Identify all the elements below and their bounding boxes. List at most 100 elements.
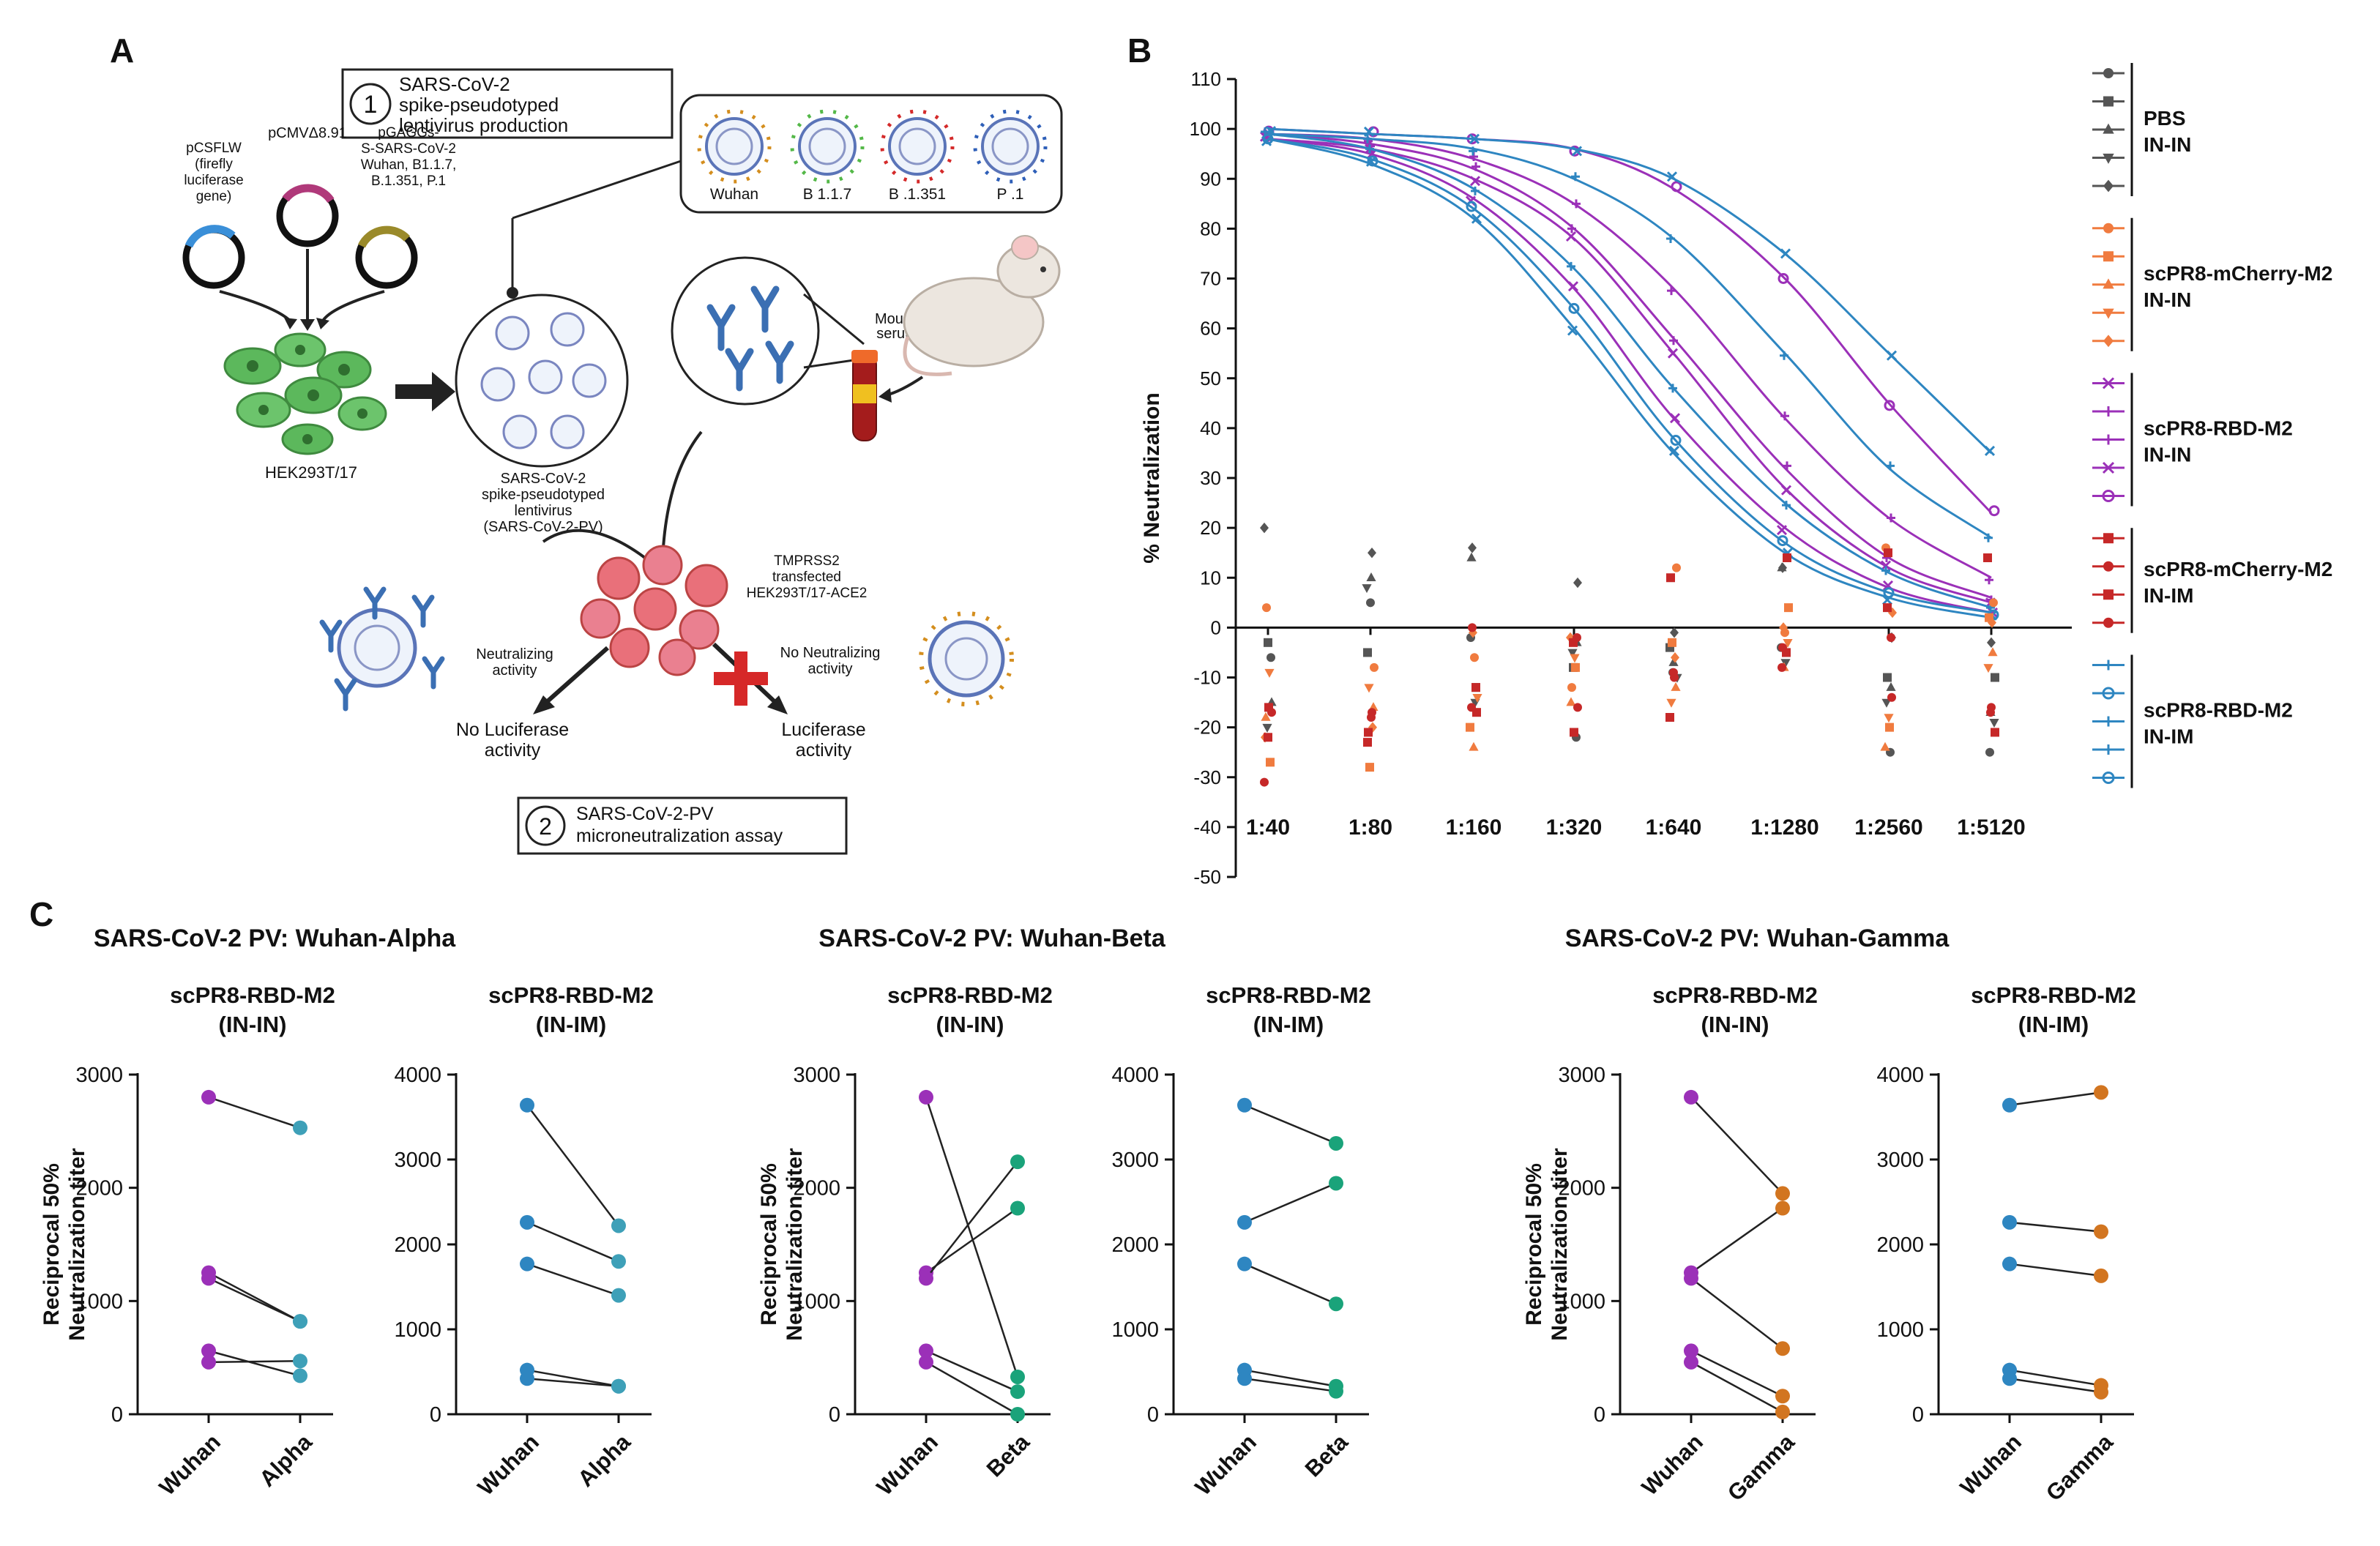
c-y-tick-label-2-1-2: 2000 [1876, 1233, 1924, 1257]
legend-swatch-marker-1-0 [2103, 223, 2114, 234]
c-point-left-0-0-0 [201, 1089, 216, 1105]
c-point-left-0-0-3 [201, 1343, 216, 1359]
pv-particles [480, 312, 607, 449]
variants-box [679, 94, 1063, 214]
plasmid-insert-pcmv [282, 184, 335, 203]
c-pair-line-0-1-0 [526, 1105, 619, 1227]
scatter-point-2-2 [1466, 552, 1477, 561]
curve-point-4-5 [1783, 461, 1791, 471]
curve-point-8-4 [1668, 445, 1680, 456]
luciferase-line-1: Luciferase [781, 720, 865, 740]
arrow-plasmid-3 [321, 290, 385, 324]
curve-point-1-4 [1667, 286, 1676, 296]
target-cell-label-1: TMPRSS2 [774, 553, 840, 569]
c-plot-subtitle-2-0: scPR8-RBD-M2 [1652, 982, 1818, 1008]
panel-a-schematic: 1 SARS-CoV-2 spike-pseudotyped lentiviru… [182, 68, 1063, 855]
c-point-left-0-1-4 [520, 1371, 534, 1386]
legend-swatch-marker-2-3 [2102, 461, 2115, 474]
luciferase-line-2: activity [796, 740, 852, 761]
curve-point-5-4 [1666, 171, 1678, 182]
scatter-point-12-6 [1883, 603, 1892, 613]
panel-label-c: C [29, 895, 53, 933]
fit-curve-5 [1267, 127, 1993, 455]
curve-point-8-1 [1365, 156, 1377, 167]
virion-wuhan [697, 109, 772, 184]
y-tick-label-0: 110 [1191, 68, 1221, 90]
y-tick-label-8: 30 [1200, 467, 1221, 489]
c-y-tick-label-1-0-2: 2000 [793, 1177, 840, 1200]
c-pair-line-0-0-3 [208, 1350, 301, 1377]
curve-point-2-3 [1569, 145, 1581, 157]
c-pair-line-1-1-3 [1244, 1369, 1337, 1387]
legend-group-route-4: IN-IM [2144, 725, 2193, 748]
scatter-point-6-5 [1784, 603, 1793, 613]
c-y-tick-label-1-1-4: 4000 [1111, 1064, 1159, 1087]
c-y-title-line2-0: Neutralization titer [65, 1148, 89, 1341]
scatter-point-4-7 [1985, 747, 1994, 757]
curve-point-5-3 [1571, 146, 1583, 157]
arrow-pv-to-cells [542, 529, 649, 561]
curve-point-2-5 [1777, 273, 1789, 284]
legend-swatch-marker-1-4 [2103, 335, 2114, 348]
c-y-title-line2-1: Neutralization titer [783, 1148, 807, 1341]
c-point-right-0-0-2 [293, 1314, 307, 1329]
scatter-point-5-0 [1262, 603, 1271, 613]
antibody-magnified-circle [671, 256, 820, 406]
scatter-point-13-7 [1986, 708, 1995, 717]
arrow-mouse-to-tube [885, 376, 924, 397]
scatter-point-3-0 [1262, 723, 1272, 733]
c-pair-line-2-1-2 [2009, 1263, 2102, 1277]
scatter-point-2-5 [1777, 562, 1787, 572]
c-x-tick-label-1-0-0: Wuhan [872, 1429, 943, 1500]
c-pair-line-2-1-4 [2009, 1378, 2102, 1394]
curve-point-2-4 [1671, 181, 1682, 193]
scatter-point-6-1 [1365, 763, 1374, 772]
legend-group-name-3: scPR8-mCherry-M2 [2144, 558, 2332, 580]
c-pair-line-2-0-2 [1690, 1277, 1783, 1350]
legend-group-route-3: IN-IM [2144, 584, 2193, 607]
legend-swatch-marker-1-2 [2103, 278, 2114, 289]
c-pair-line-2-0-3 [1690, 1350, 1783, 1397]
x-tick-label-0: 1:40 [1246, 815, 1290, 840]
c-pair-line-2-1-0 [2009, 1091, 2102, 1106]
curve-point-8-6 [1881, 594, 1893, 605]
c-point-right-0-0-0 [293, 1120, 307, 1135]
c-x-tick-label-0-1-0: Wuhan [473, 1429, 544, 1500]
curve-point-6-5 [1780, 351, 1788, 360]
c-pair-line-1-1-4 [1244, 1378, 1337, 1392]
c-point-left-2-0-2 [1684, 1271, 1698, 1286]
y-tick-label-1: 100 [1190, 118, 1221, 140]
curve-point-8-0 [1261, 135, 1272, 146]
scatter-point-5-2 [1470, 653, 1479, 662]
c-point-right-0-1-0 [611, 1218, 626, 1233]
plasmid-pgaggs-line-4: B.1.351, P.1 [371, 173, 446, 189]
c-point-left-0-0-4 [201, 1354, 216, 1370]
c-x-tick-label-1-0-1: Beta [982, 1429, 1035, 1482]
plasmid-pgaggs-line-1: pGAGGs- [378, 125, 439, 141]
curve-point-1-7 [1985, 575, 1993, 585]
x-tick-label-4: 1:640 [1646, 815, 1702, 840]
c-y-tick-label-2-0-2: 2000 [1558, 1177, 1605, 1200]
curve-point-6-7 [1984, 533, 1993, 542]
c-point-right-2-0-1 [1775, 1200, 1790, 1216]
scatter-point-11-3 [1573, 703, 1582, 712]
c-y-title-line1-2: Reciprocal 50% [1522, 1163, 1546, 1326]
x-tick-label-7: 1:5120 [1957, 815, 2025, 840]
plasmid-insert-pcsflw [184, 225, 236, 248]
y-tick-label-16: -50 [1193, 866, 1221, 888]
c-point-right-0-0-4 [293, 1353, 307, 1369]
curve-point-2-6 [1884, 400, 1895, 411]
no-neutralizing-label-1: No Neutralizing [780, 645, 881, 661]
scatter-point-7-4 [1671, 681, 1681, 691]
c-y-title-line1-0: Reciprocal 50% [40, 1163, 64, 1326]
step1-badge [349, 83, 392, 125]
scatter-point-11-0 [1260, 777, 1269, 787]
y-axis-title: % Neutralization [1140, 392, 1164, 563]
red-cross-icon [714, 651, 768, 706]
c-pair-line-2-0-1 [1690, 1207, 1783, 1274]
c-y-tick-label-1-1-1: 1000 [1111, 1318, 1159, 1342]
curve-point-5-2 [1469, 133, 1480, 144]
curve-point-7-5 [1777, 535, 1788, 547]
c-group-title-2: SARS-CoV-2 PV: Wuhan-Gamma [1565, 925, 1950, 952]
scatter-point-12-5 [1782, 648, 1791, 657]
